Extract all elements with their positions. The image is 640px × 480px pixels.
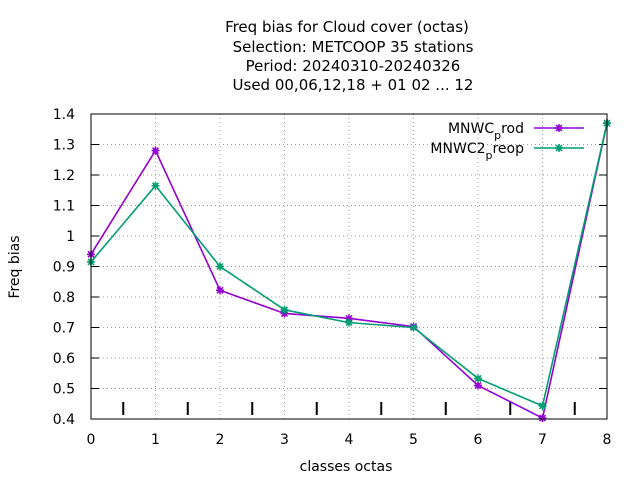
legend-entry-1: MNWCprod: [448, 121, 584, 142]
y-tick-label: 1.3: [53, 138, 75, 154]
x-tick-label: 7: [538, 432, 547, 448]
data-point: [538, 401, 547, 410]
legend-marker: [555, 124, 563, 132]
legend-label: MNWCprod: [448, 121, 524, 142]
x-tick-label: 6: [474, 432, 483, 448]
x-tick-label: 8: [603, 432, 612, 448]
y-tick-label: 0.7: [53, 321, 75, 337]
y-axis-label: Freq bias: [7, 235, 23, 298]
series-2: [87, 119, 611, 410]
x-tick-labels: 0 1 2 3 4 5 6 7 8: [87, 432, 612, 448]
x-tick-label: 3: [280, 432, 289, 448]
title-line-2: Selection: METCOOP 35 stations: [233, 38, 474, 56]
plot-border: [90, 113, 608, 420]
title-line-3: Period: 20240310-20240326: [246, 57, 461, 75]
legend-marker: [555, 144, 563, 152]
title-line-1: Freq bias for Cloud cover (octas): [225, 18, 469, 36]
series-line: [90, 122, 608, 407]
x-axis-label: classes octas: [300, 459, 393, 475]
y-tick-label: 0.5: [53, 382, 75, 398]
x-tick-label: 0: [87, 432, 96, 448]
data-point: [280, 305, 289, 314]
series-lines: [87, 119, 611, 423]
data-point: [345, 318, 353, 327]
grid-lines: [91, 114, 607, 419]
data-point: [216, 286, 224, 295]
y-tick-label: 0.8: [53, 290, 75, 306]
data-point: [474, 381, 482, 390]
y-tick-label: 1.4: [53, 107, 75, 123]
y-tick-label: 0.6: [53, 351, 75, 367]
chart-title: Freq bias for Cloud cover (octas) Select…: [225, 18, 474, 94]
x-tick-label: 4: [345, 432, 354, 448]
data-point: [216, 262, 224, 271]
x-tick-label: 1: [151, 432, 160, 448]
legend-entry-2: MNWC2preop: [430, 141, 584, 162]
data-point: [538, 414, 547, 423]
data-point: [151, 146, 160, 155]
minor-ticks: [122, 402, 576, 415]
y-tick-label: 1.2: [53, 168, 75, 184]
data-point: [409, 323, 418, 332]
y-tick-label: 1: [66, 229, 75, 245]
y-tick-label: 0.9: [53, 260, 75, 276]
x-tick-label: 5: [409, 432, 418, 448]
data-point: [151, 181, 160, 190]
legend-label: MNWC2preop: [430, 141, 524, 162]
y-tick-label: 1.1: [53, 199, 75, 215]
x-tick-label: 2: [216, 432, 225, 448]
data-point: [474, 374, 482, 383]
title-line-4: Used 00,06,12,18 + 01 02 ... 12: [233, 76, 474, 94]
y-tick-labels: 0.4 0.5 0.6 0.7 0.8 0.9 1 1.1 1.2 1.3 1.4: [53, 107, 607, 428]
y-tick-label: 0.4: [53, 412, 75, 428]
